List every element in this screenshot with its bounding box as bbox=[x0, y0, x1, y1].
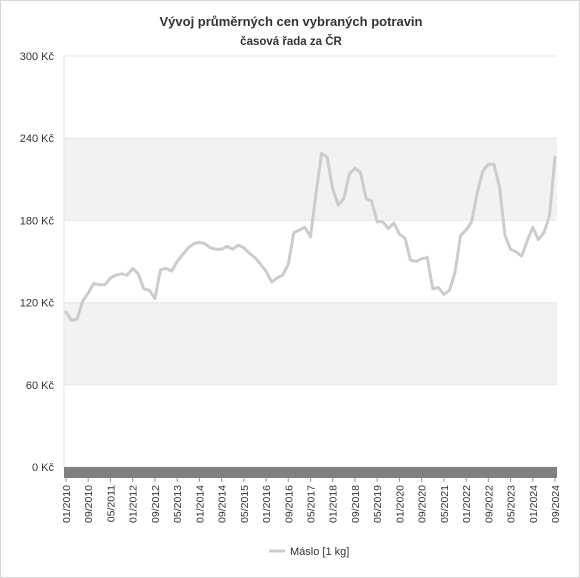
series-layer bbox=[64, 151, 557, 322]
gridlines bbox=[63, 55, 557, 468]
x-tick-label: 09/2016 bbox=[283, 485, 295, 523]
x-tick-label: 05/2011 bbox=[105, 485, 117, 522]
y-tick-label: 240 Kč bbox=[20, 133, 55, 145]
x-axis: 01/2010 09/2010 05/2011 01/2012 09/2012 05/20… bbox=[61, 478, 562, 523]
x-tick-label: 05/2021 bbox=[439, 485, 451, 523]
plot-bands bbox=[64, 138, 557, 385]
x-tick-label: 09/2024 bbox=[550, 485, 562, 523]
chart-title: Vývoj průměrných cen vybraných potravin bbox=[160, 14, 423, 29]
x-tick-label: 01/2020 bbox=[394, 485, 406, 523]
y-tick-label: 60 Kč bbox=[26, 380, 55, 392]
x-tick-label: 05/2015 bbox=[239, 485, 251, 523]
x-tick-label: 01/2014 bbox=[194, 485, 206, 523]
x-tick-label: 01/2010 bbox=[61, 485, 73, 523]
x-tick-label: 09/2022 bbox=[483, 485, 495, 523]
x-tick-label: 01/2018 bbox=[328, 485, 340, 523]
x-tick-label: 05/2017 bbox=[306, 485, 318, 523]
legend-label-maslo: Máslo [1 kg] bbox=[290, 546, 349, 558]
x-axis-baseline bbox=[64, 467, 557, 478]
x-tick-label: 09/2018 bbox=[350, 485, 362, 523]
x-tick-label: 09/2010 bbox=[83, 485, 95, 523]
x-tick-label: 05/2013 bbox=[172, 485, 184, 523]
x-tick-label: 09/2012 bbox=[150, 485, 162, 523]
plot-band bbox=[64, 302, 557, 385]
y-tick-label: 0 Kč bbox=[32, 462, 55, 474]
series-line-maslo[interactable] bbox=[64, 151, 557, 322]
x-tick-label: 09/2014 bbox=[217, 485, 229, 523]
legend[interactable]: Máslo [1 kg] bbox=[269, 546, 349, 558]
x-tick-label: 05/2023 bbox=[506, 485, 518, 523]
y-tick-label: 180 Kč bbox=[20, 215, 55, 227]
x-tick-label: 09/2020 bbox=[417, 485, 429, 523]
x-tick-label: 01/2022 bbox=[461, 485, 473, 523]
plot-band bbox=[64, 138, 557, 221]
y-tick-label: 120 Kč bbox=[20, 298, 55, 310]
y-tick-label: 300 Kč bbox=[20, 51, 55, 63]
y-axis: 0 Kč 60 Kč 120 Kč 180 Kč 240 Kč 300 Kč bbox=[20, 51, 55, 474]
x-tick-label: 01/2012 bbox=[128, 485, 140, 523]
chart-subtitle: časová řada za ČR bbox=[240, 35, 342, 48]
x-tick-label: 01/2016 bbox=[261, 485, 273, 523]
x-tick-label: 01/2024 bbox=[528, 485, 540, 523]
x-tick-label: 05/2019 bbox=[372, 485, 384, 523]
